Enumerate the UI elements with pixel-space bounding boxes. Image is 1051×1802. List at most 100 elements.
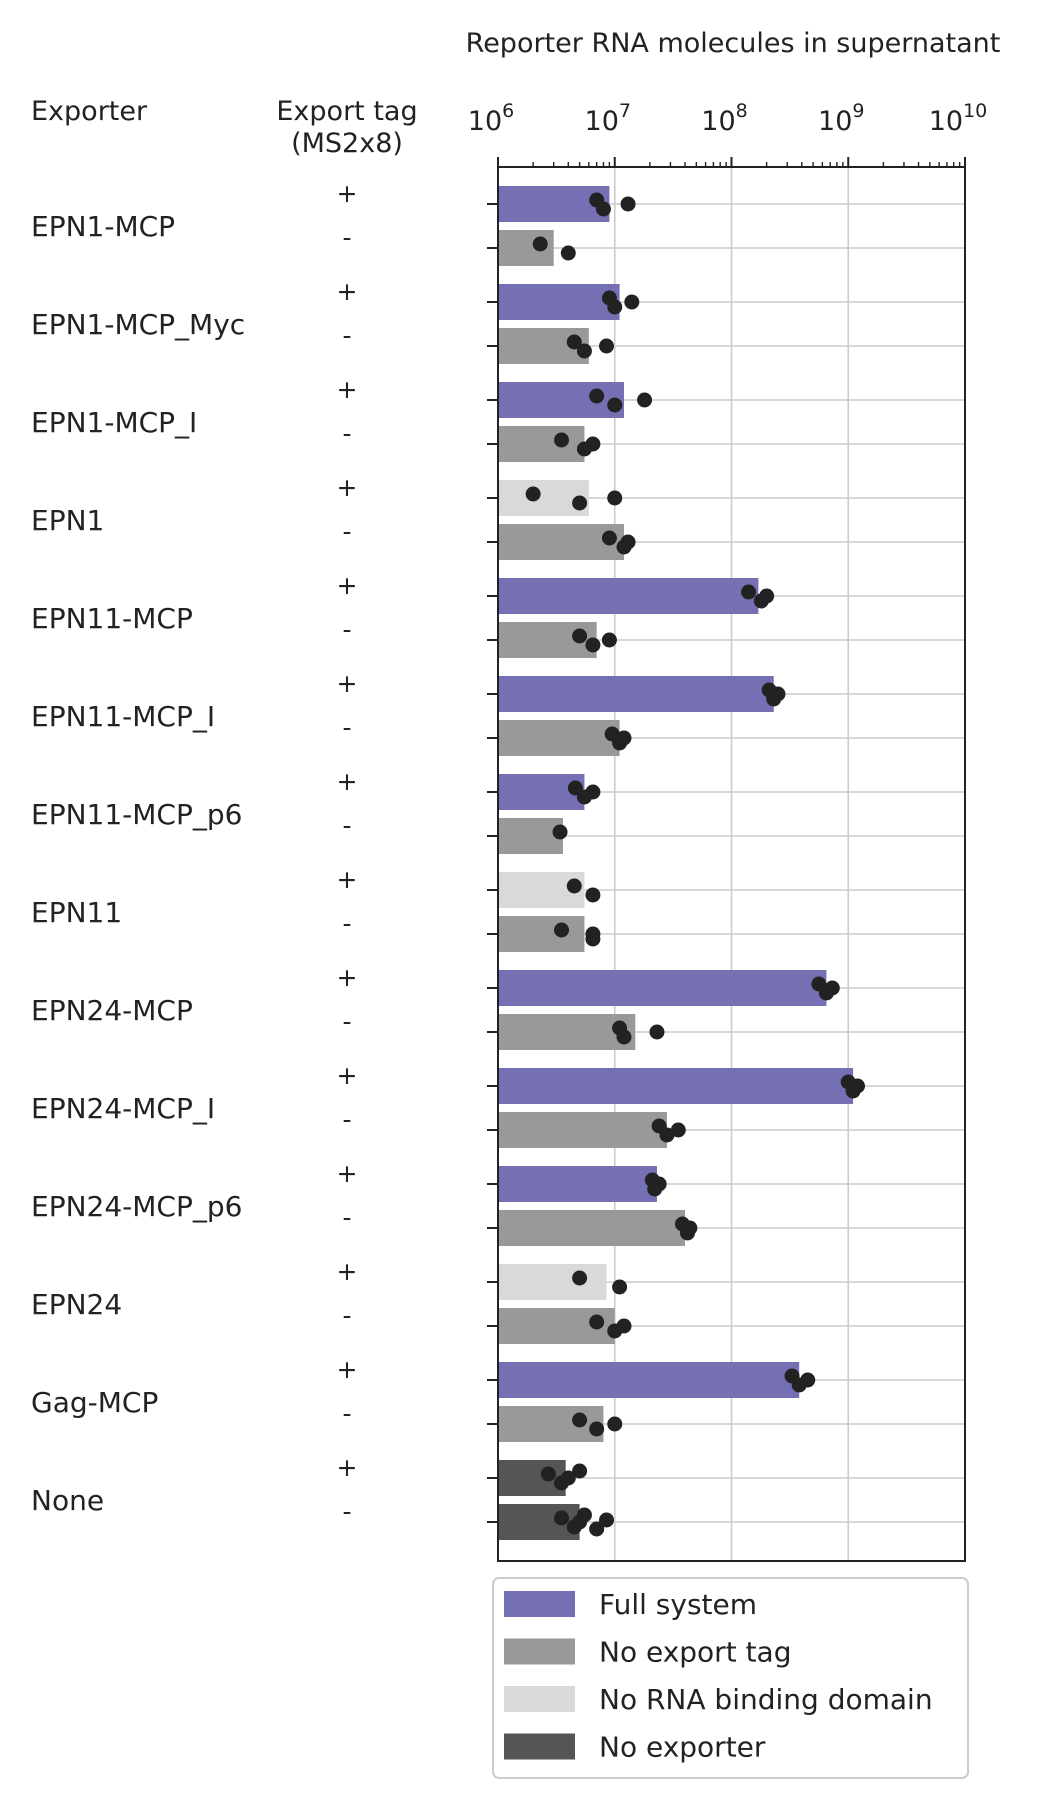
data-point-EPN11-plus-0	[566, 878, 582, 894]
legend-box	[492, 1577, 969, 1779]
x-tick-label-4: 1010	[929, 100, 988, 137]
legend-label-notag: No export tag	[599, 1636, 792, 1669]
data-point-EPN1-plus-0	[525, 486, 541, 502]
exporter-label: EPN11	[31, 896, 122, 929]
legend-label-full: Full system	[599, 1588, 757, 1621]
bar-EPN1-plus	[498, 480, 589, 516]
grid	[497, 167, 966, 1561]
data-point-EPN11-minus-0	[554, 922, 570, 938]
data-point-EPN1-MCP_Myc-minus-0	[566, 334, 582, 350]
data-point-EPN11-MCP-minus-0	[572, 628, 588, 644]
data-point-None-plus-2	[560, 1470, 576, 1486]
bar-EPN11-minus	[498, 916, 585, 952]
x-tick-label-0: 106	[468, 100, 514, 137]
data-point-EPN24-MCP-minus-1	[616, 1029, 632, 1045]
legend-swatch-notag	[504, 1638, 575, 1665]
x-tick-label-base: 10	[929, 106, 963, 137]
data-point-EPN1-MCP-minus-0	[532, 236, 548, 252]
x-tick-label-base: 10	[818, 106, 852, 137]
x-tick-label-base: 10	[585, 106, 619, 137]
x-tick-label-2: 108	[701, 100, 747, 137]
bar-EPN11-MCP-plus	[498, 578, 759, 614]
bar-EPN24-MCP_I-plus	[498, 1068, 854, 1104]
export-tag-label: +	[337, 963, 358, 992]
data-point-EPN1-MCP_Myc-minus-1	[576, 343, 592, 359]
data-point-EPN1-MCP-minus-1	[560, 245, 576, 261]
bar-EPN24-MCP_p6-minus	[498, 1210, 686, 1246]
legend-swatch-noexp	[504, 1733, 575, 1760]
data-point-Gag-MCP-minus-2	[607, 1416, 623, 1432]
exporter-label: EPN24-MCP	[31, 994, 193, 1027]
data-point-EPN11-MCP_I-minus-2	[616, 730, 632, 746]
data-point-EPN24-MCP_p6-plus-2	[651, 1176, 667, 1192]
data-point-EPN1-MCP-plus-1	[595, 201, 611, 217]
x-tick-label-base: 10	[468, 106, 502, 137]
data-point-EPN1-MCP_Myc-plus-1	[607, 299, 623, 315]
x-tick-label-exponent: 8	[736, 100, 748, 122]
data-point-None-minus-0	[554, 1510, 570, 1526]
exporter-label: EPN11-MCP_I	[31, 700, 215, 733]
exporter-label: EPN11-MCP_p6	[31, 798, 242, 831]
data-point-EPN11-minus-2	[585, 926, 601, 942]
exporter-label: EPN11-MCP	[31, 602, 193, 635]
data-point-None-minus-4	[589, 1521, 605, 1537]
export-tag-label: +	[337, 277, 358, 306]
data-point-EPN1-MCP_Myc-plus-2	[624, 294, 640, 310]
x-tick-label-1: 107	[585, 100, 631, 137]
export-tag-label: -	[342, 713, 351, 742]
export-tag-label: +	[337, 669, 358, 698]
export-tag-label: +	[337, 1453, 358, 1482]
exporter-label: Gag-MCP	[31, 1386, 158, 1419]
export-tag-label: -	[342, 321, 351, 350]
x-tick-label-exponent: 9	[852, 100, 864, 122]
export-tag-label: -	[342, 517, 351, 546]
data-point-EPN1-MCP_I-plus-1	[607, 397, 623, 413]
exporter-label: None	[31, 1484, 104, 1517]
x-tick-label-exponent: 10	[963, 100, 987, 122]
data-point-None-plus-0	[540, 1466, 556, 1482]
export-tag-label: -	[342, 1203, 351, 1232]
export-tag-column-subheader: (MS2x8)	[291, 128, 403, 159]
data-point-None-plus-3	[572, 1463, 588, 1479]
export-tag-label: -	[342, 811, 351, 840]
legend-swatch-nordb	[504, 1686, 575, 1712]
export-tag-label: +	[337, 375, 358, 404]
data-point-EPN24-MCP-plus-2	[824, 980, 840, 996]
data-point-None-minus-3	[576, 1507, 592, 1523]
export-tag-label: +	[337, 473, 358, 502]
export-tag-label: -	[342, 1301, 351, 1330]
data-point-EPN24-minus-2	[616, 1318, 632, 1334]
data-point-EPN1-MCP_I-minus-0	[554, 432, 570, 448]
data-point-Gag-MCP-plus-2	[800, 1372, 816, 1388]
chart-title: Reporter RNA molecules in supernatant	[466, 28, 1001, 59]
x-tick-label-exponent: 7	[619, 100, 631, 122]
export-tag-column-header: Export tag	[276, 96, 417, 127]
data-point-EPN1-MCP-plus-2	[620, 196, 636, 212]
data-point-EPN24-plus-1	[612, 1279, 628, 1295]
exporter-label: EPN1	[31, 504, 104, 537]
exporter-label: EPN1-MCP	[31, 210, 175, 243]
export-tag-label: -	[342, 1399, 351, 1428]
export-tag-label: +	[337, 571, 358, 600]
data-point-EPN1-MCP_I-plus-2	[637, 392, 653, 408]
bar-Gag-MCP-minus	[498, 1406, 604, 1442]
export-tag-label: -	[342, 1007, 351, 1036]
bar-None-plus	[498, 1460, 566, 1496]
export-tag-label: +	[337, 865, 358, 894]
legend-label-noexp: No exporter	[599, 1731, 766, 1764]
data-point-EPN11-MCP_p6-minus-0	[552, 824, 568, 840]
data-point-EPN11-MCP-plus-2	[759, 588, 775, 604]
exporter-label: EPN24	[31, 1288, 122, 1321]
export-tag-label: +	[337, 1355, 358, 1384]
data-point-EPN24-MCP_p6-minus-2	[682, 1220, 698, 1236]
x-tick-label-exponent: 6	[502, 100, 514, 122]
data-point-EPN24-plus-0	[572, 1270, 588, 1286]
export-tag-label: -	[342, 615, 351, 644]
data-point-EPN11-MCP-minus-2	[601, 632, 617, 648]
data-point-EPN1-MCP_I-plus-0	[589, 388, 605, 404]
data-point-EPN11-MCP-plus-0	[741, 584, 757, 600]
data-point-EPN1-minus-2	[620, 534, 636, 550]
legend: Full system No export tag No RNA binding d…	[492, 1577, 969, 1779]
exporter-column-header: Exporter	[31, 96, 148, 127]
